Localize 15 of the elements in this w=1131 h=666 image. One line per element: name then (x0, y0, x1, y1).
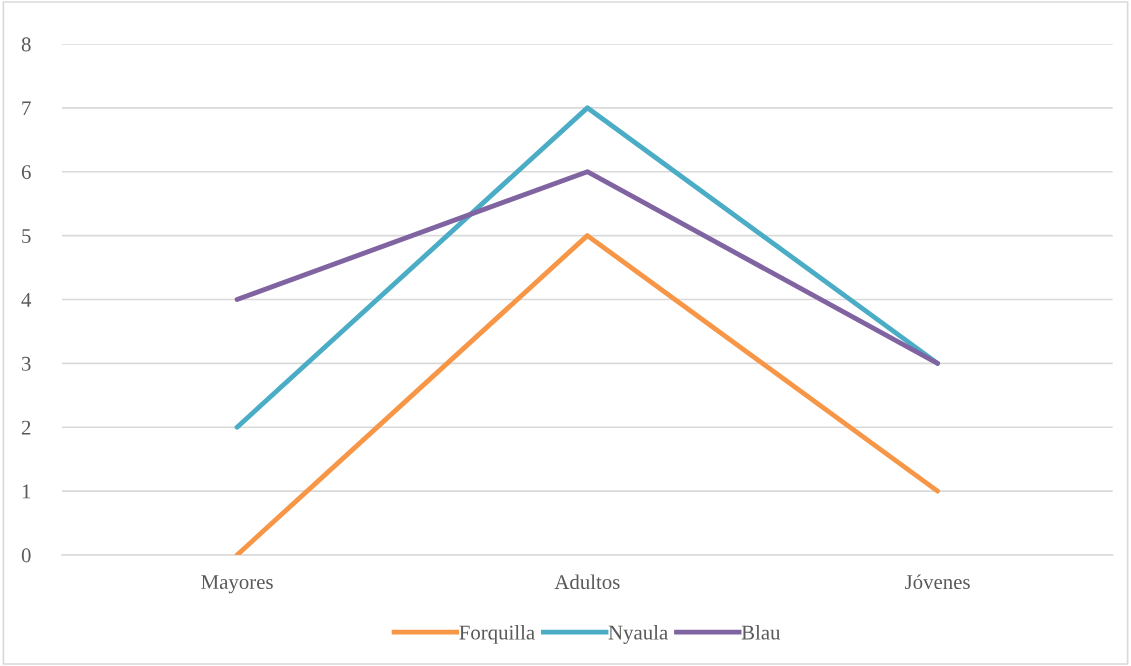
y-tick-label: 7 (22, 101, 31, 116)
x-tick-label: Adultos (554, 574, 620, 590)
y-tick-label: 0 (21, 548, 31, 563)
y-tick-label: 8 (21, 37, 31, 52)
x-tick-label: Mayores (201, 575, 273, 594)
x-tick-label: Jóvenes (905, 574, 970, 590)
legend-label: Blau (741, 624, 781, 640)
y-tick-label: 5 (22, 229, 31, 244)
y-tick-label: 3 (22, 356, 31, 371)
y-tick-label: 6 (21, 165, 31, 180)
y-tick-label: 2 (21, 420, 31, 435)
y-tick-label: 4 (21, 292, 32, 307)
y-tick-label: 1 (22, 484, 31, 499)
legend-label: Forquilla (459, 624, 535, 644)
legend-label: Nyaula (608, 624, 668, 644)
